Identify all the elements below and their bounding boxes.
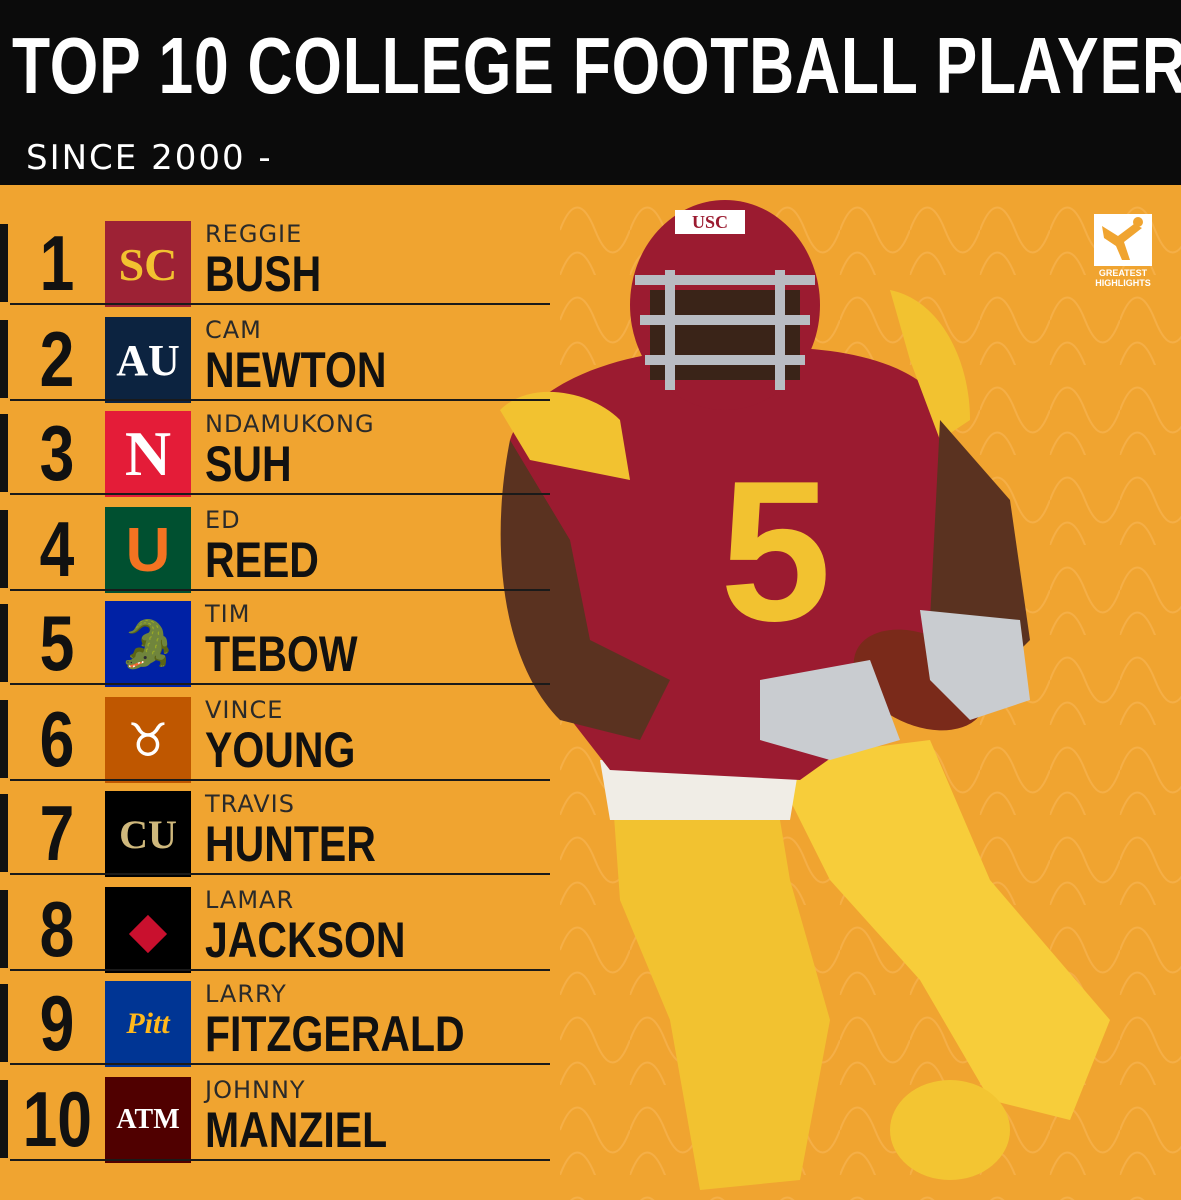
nebraska-n-logo: N (105, 411, 191, 497)
row-divider (10, 873, 550, 875)
miami-u-logo: U (105, 507, 191, 593)
louisville-cardinal-logo: ◆ (105, 887, 191, 973)
rank-bar (0, 794, 8, 872)
player-last-name: TEBOW (205, 626, 358, 682)
logo-mark: U (125, 515, 171, 585)
player-last-name: NEWTON (205, 342, 387, 398)
logo-mark: 🐊 (119, 616, 177, 671)
player-first-name: VINCE (205, 696, 284, 724)
logo-mark: Pitt (126, 1007, 170, 1040)
row-divider (10, 493, 550, 495)
player-first-name: TIM (205, 600, 251, 628)
list-item: 5 🐊 TIM TEBOW (0, 592, 560, 688)
list-item: 8 ◆ LAMAR JACKSON (0, 878, 560, 974)
list-item: 7 CU TRAVIS HUNTER (0, 782, 560, 878)
texas-longhorn-logo: ♉ (105, 697, 191, 783)
row-divider (10, 683, 550, 685)
rank-number: 6 (39, 695, 75, 783)
player-last-name: BUSH (205, 246, 322, 302)
player-first-name: TRAVIS (205, 790, 295, 818)
logo-mark: ♉ (127, 713, 169, 767)
list-item: 3 N NDAMUKONG SUH (0, 402, 560, 498)
auburn-au-logo: AU (105, 317, 191, 403)
player-last-name: YOUNG (205, 722, 356, 778)
rank-bar (0, 890, 8, 968)
pitt-script-logo: Pitt (105, 981, 191, 1067)
rank-number: 8 (39, 885, 75, 973)
rank-bar (0, 320, 8, 398)
logo-mark: CU (119, 811, 177, 857)
logo-mark: ◆ (128, 901, 168, 959)
header-banner: TOP 10 COLLEGE FOOTBALL PLAYERS SINCE 20… (0, 0, 1181, 185)
rank-number: 1 (39, 219, 75, 307)
usc-sc-logo: SC (105, 221, 191, 307)
row-divider (10, 779, 550, 781)
player-first-name: REGGIE (205, 220, 303, 248)
logo-mark: SC (118, 238, 178, 290)
rank-bar (0, 414, 8, 492)
brand-line2: HIGHLIGHTS (1095, 278, 1151, 288)
player-photo: 5 USC (500, 200, 1110, 1190)
rank-bar (0, 984, 8, 1062)
rank-number: 9 (39, 979, 75, 1067)
list-item: 2 AU CAM NEWTON (0, 308, 560, 404)
rank-bar (0, 1080, 8, 1158)
list-item: 10 ATM JOHNNY MANZIEL (0, 1068, 560, 1164)
player-first-name: CAM (205, 316, 262, 344)
rank-bar (0, 700, 8, 778)
page-subtitle: SINCE 2000 - (26, 138, 273, 178)
rank-bar (0, 224, 8, 302)
list-item: 4 U ED REED (0, 498, 560, 594)
logo-mark: AU (116, 335, 180, 385)
rank-number: 7 (39, 789, 75, 877)
player-first-name: LAMAR (205, 886, 295, 914)
player-first-name: JOHNNY (205, 1076, 306, 1104)
player-last-name: HUNTER (205, 816, 376, 872)
list-item: 6 ♉ VINCE YOUNG (0, 688, 560, 784)
jersey-number: 5 (720, 440, 831, 663)
list-item: 1 SC REGGIE BUSH (0, 212, 560, 308)
player-last-name: JACKSON (205, 912, 406, 968)
list-item: 9 Pitt LARRY FITZGERALD (0, 972, 560, 1068)
row-divider (10, 303, 550, 305)
florida-gator-logo: 🐊 (105, 601, 191, 687)
brand-label: GREATEST HIGHLIGHTS (1088, 268, 1158, 288)
player-first-name: NDAMUKONG (205, 410, 375, 438)
rank-number: 3 (39, 409, 75, 497)
row-divider (10, 1063, 550, 1065)
rank-number: 10 (22, 1075, 93, 1163)
rank-bar (0, 510, 8, 588)
rank-bar (0, 604, 8, 682)
texas-am-atm-logo: ATM (105, 1077, 191, 1163)
page-title: TOP 10 COLLEGE FOOTBALL PLAYERS (12, 21, 1181, 110)
row-divider (10, 1159, 550, 1161)
player-last-name: REED (205, 532, 319, 588)
player-last-name: MANZIEL (205, 1102, 388, 1158)
helmet-text: USC (692, 212, 728, 232)
rank-number: 5 (39, 599, 75, 687)
row-divider (10, 399, 550, 401)
player-last-name: FITZGERALD (205, 1006, 465, 1062)
colorado-buffalo-logo: CU (105, 791, 191, 877)
row-divider (10, 589, 550, 591)
row-divider (10, 969, 550, 971)
player-first-name: LARRY (205, 980, 287, 1008)
player-last-name: SUH (205, 436, 292, 492)
greatest-highlights-logo (1094, 214, 1152, 266)
player-first-name: ED (205, 506, 241, 534)
logo-mark: ATM (116, 1104, 180, 1135)
logo-mark: N (124, 418, 172, 489)
rank-number: 4 (39, 505, 75, 593)
brand-line1: GREATEST (1098, 268, 1148, 278)
rank-number: 2 (39, 315, 75, 403)
